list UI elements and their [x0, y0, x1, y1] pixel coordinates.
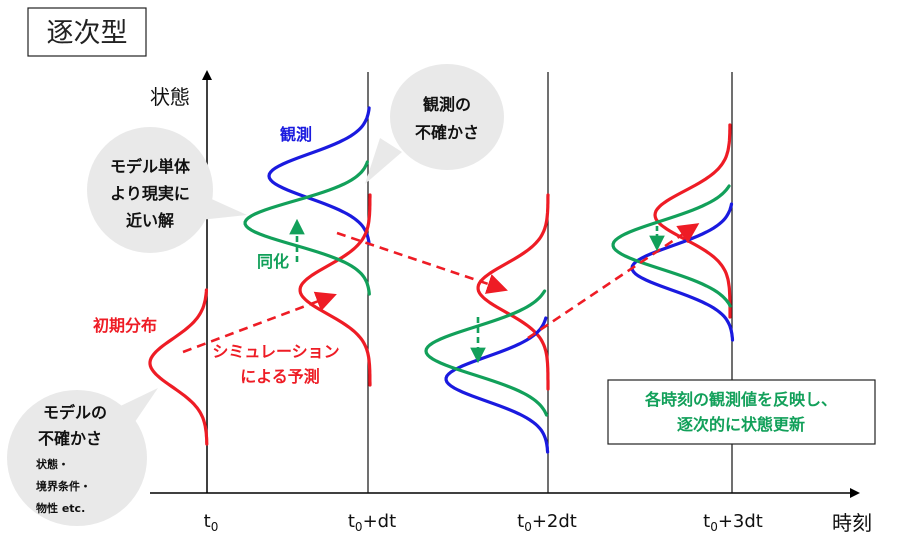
closer-solution-bubble: モデル単体 より現実に 近い解 [87, 127, 247, 253]
assimilation-label: 同化 [257, 252, 289, 271]
x-axis-label: 時刻 [832, 511, 872, 535]
prediction-curve-dt [298, 193, 372, 387]
closer-solution-line2: より現実に [110, 184, 190, 203]
x-tick-label: t0+2dt [517, 511, 577, 534]
model-uncertainty-item-property: 物性 etc. [36, 501, 85, 515]
distribution-curves [148, 106, 735, 454]
x-tick-label: t0+dt [348, 511, 396, 534]
observation-curve-2dt [444, 316, 550, 454]
prediction-curve-2dt [476, 193, 550, 391]
analysis-curve-2dt [424, 289, 549, 417]
obs-uncertainty-line1: 観測の [423, 95, 471, 114]
x-tick-label: t0 [204, 511, 219, 534]
model-uncertainty-line1: モデルの [43, 403, 107, 422]
note-line2: 逐次的に状態更新 [677, 415, 805, 434]
simulation-label-line1: シミュレーション [212, 342, 339, 361]
title-box [27, 7, 147, 57]
model-uncertainty-item-boundary: 境界条件・ [36, 479, 91, 493]
closer-solution-line3: 近い解 [126, 211, 174, 230]
analysis-curve-dt [243, 160, 371, 296]
sequential-update-note: 各時刻の観測値を反映し、 逐次的に状態更新 [607, 379, 876, 445]
observation-label: 観測 [280, 125, 312, 144]
prediction-arrow-1 [182, 291, 337, 354]
model-uncertainty-item-state: 状態・ [36, 457, 69, 471]
model-uncertainty-bubble: モデルの 不確かさ 状態・ 境界条件・ 物性 etc. [7, 388, 158, 526]
simulation-label-line2: による予測 [240, 367, 320, 386]
y-axis-label: 状態 [150, 85, 190, 109]
initial-distribution-curve [148, 288, 209, 446]
note-line1: 各時刻の観測値を反映し、 [644, 390, 837, 409]
initial-distribution-label: 初期分布 [93, 316, 157, 335]
model-uncertainty-line2: 不確かさ [38, 429, 102, 448]
x-tick-labels: t0 t0+dt t0+2dt t0+3dt [204, 511, 763, 534]
x-tick-label: t0+3dt [703, 511, 763, 534]
observation-curve-3dt [630, 202, 735, 342]
observation-curve-dt [267, 106, 371, 246]
prediction-arrow-3 [527, 223, 700, 340]
analysis-curve-3dt [611, 184, 732, 308]
obs-uncertainty-line2: 不確かさ [415, 123, 479, 142]
obs-uncertainty-bubble: 観測の 不確かさ [365, 64, 504, 184]
closer-solution-line1: モデル単体 [110, 157, 191, 176]
title-text: 逐次型 [47, 18, 128, 49]
